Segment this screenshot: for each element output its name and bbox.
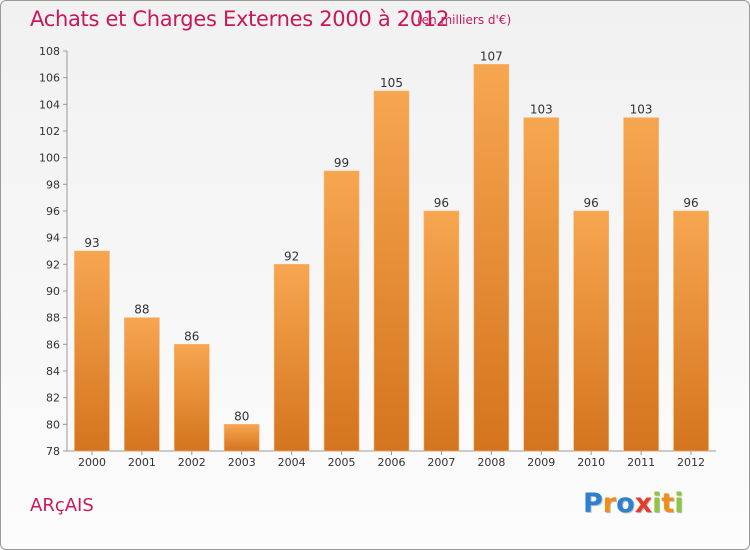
chart-title: Achats et Charges Externes 2000 à 2012 [30,7,450,31]
data-label-2011: 103 [630,103,653,117]
y-tick-label: 100 [39,152,60,165]
logo-letter: r [602,488,617,519]
y-tick-label: 80 [46,418,60,431]
data-label-2002: 86 [184,329,199,343]
y-tick-label: 98 [46,178,60,191]
y-tick-label: 92 [46,258,60,271]
logo-letter: i [652,488,662,519]
bar-2009 [523,117,560,452]
x-tick-label: 2009 [527,456,555,469]
y-tick-label: 84 [46,365,60,378]
x-tick-label: 2012 [677,456,705,469]
data-label-2008: 107 [480,49,503,63]
y-tick-label: 90 [46,285,60,298]
y-tick-label: 96 [46,205,60,218]
logo-letter: x [634,488,653,519]
data-label-2009: 103 [530,103,553,117]
bar-2012 [673,210,709,452]
bar-2003 [223,424,260,452]
y-tick-label: 94 [46,232,60,245]
bar-2001 [124,317,160,452]
bar-2002 [174,344,210,452]
x-tick-label: 2002 [178,456,206,469]
data-label-2006: 105 [380,76,403,90]
y-tick-label: 82 [46,392,60,405]
data-label-2003: 80 [234,409,249,423]
x-tick-label: 2010 [577,456,605,469]
data-label-2007: 96 [434,196,449,210]
data-label-2010: 96 [584,196,599,210]
y-tick-label: 104 [39,98,60,111]
data-label-2012: 96 [683,196,698,210]
x-tick-label: 2001 [128,456,156,469]
x-tick-label: 2000 [78,456,106,469]
logo-letter: o [616,488,635,519]
bar-2005 [323,170,360,452]
bar-2006 [373,90,410,452]
chart-data-labels: 93 88 86 80 92 99 105 96 107 103 96 103 96 [84,49,698,423]
logo-letter: P [583,488,603,519]
bar-2000 [74,250,110,452]
x-tick-label: 2008 [477,456,505,469]
data-label-2005: 99 [334,156,349,170]
data-label-2000: 93 [84,236,99,250]
data-label-2004: 92 [284,249,299,263]
bar-2007 [423,210,460,452]
chart-bars [74,64,709,452]
chart-axes: 78 80 82 84 86 88 90 92 94 96 98 100 102 104 106 108 200… [39,45,716,469]
chart-subtitle: (en milliers d'€) [417,13,512,27]
x-tick-label: 2003 [228,456,256,469]
y-tick-label: 106 [39,72,60,85]
x-tick-label: 2005 [328,456,356,469]
logo-letter: t [661,488,675,519]
bar-2011 [623,117,659,452]
y-tick-label: 102 [39,125,60,138]
bar-2008 [473,64,510,452]
bar-2010 [573,210,609,452]
proxiti-logo: Proxiti [583,488,684,519]
y-tick-label: 86 [46,338,60,351]
data-label-2001: 88 [134,303,149,317]
x-tick-label: 2011 [627,456,655,469]
y-tick-label: 88 [46,312,60,325]
x-tick-label: 2006 [378,456,406,469]
y-tick-label: 78 [46,445,60,458]
x-tick-label: 2007 [427,456,455,469]
x-tick-label: 2004 [278,456,306,469]
y-tick-label: 108 [39,45,60,58]
logo-letter: i [674,488,684,519]
commune-name: ARçAIS [30,495,94,516]
bar-2004 [273,264,310,452]
